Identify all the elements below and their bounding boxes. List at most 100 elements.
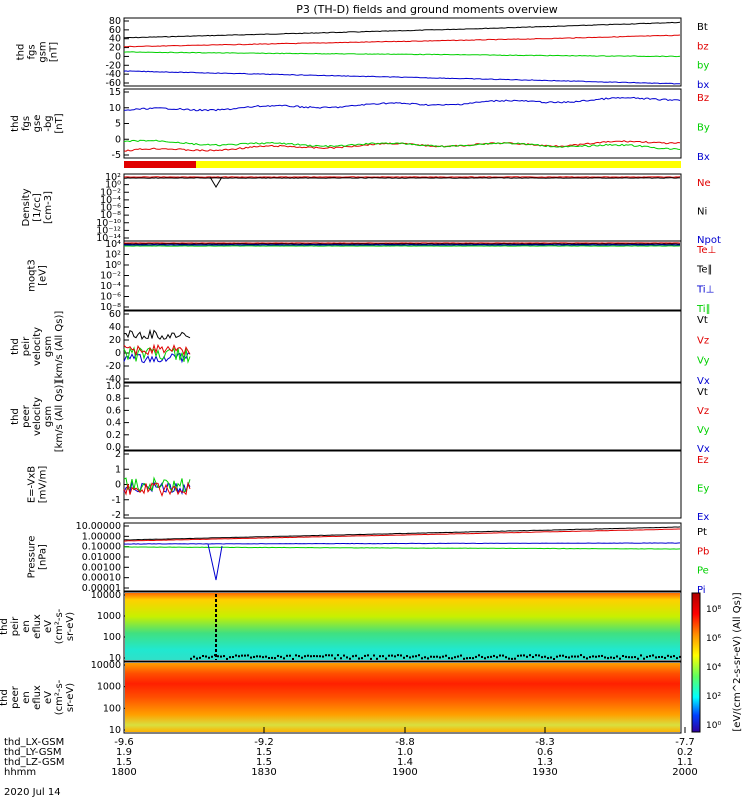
xaxis-value-3-0: 1800 <box>111 767 136 778</box>
spectrogram-noise <box>409 656 411 659</box>
spectrogram-noise <box>277 654 279 657</box>
ytick-label-density: 10⁻² <box>100 187 121 198</box>
ytick-label-peir-spec: 10 <box>109 653 121 664</box>
spectrogram-noise <box>229 656 231 659</box>
spectrogram-noise <box>217 655 219 658</box>
xaxis-value-2-0: 1.5 <box>116 757 132 768</box>
legend-fgs-dsl-2: Bx <box>697 152 710 163</box>
line-Pt <box>123 526 681 541</box>
spectrogram-noise <box>421 657 423 660</box>
spectrogram-noise <box>415 655 417 658</box>
ytick-label-density: 10⁰ <box>105 180 121 191</box>
legend-peir-vel-0: Vt <box>697 315 708 326</box>
legend-temp-1: Te∥ <box>696 265 713 276</box>
spectrogram-noise <box>307 654 309 657</box>
colorbar-tick-2: 10⁴ <box>706 663 721 673</box>
xaxis-value-0-0: -9.6 <box>114 737 134 748</box>
spectrogram-noise <box>316 655 318 658</box>
spectrogram-noise <box>202 655 204 658</box>
colorbar-scale <box>691 592 701 733</box>
xaxis-value-2-2: 1.4 <box>397 757 413 768</box>
pressure-dip <box>207 543 223 581</box>
spectrogram-noise <box>679 655 681 658</box>
ytick-label-temp: 10⁴ <box>105 239 121 250</box>
spectrogram-noise <box>274 657 276 660</box>
legend-pressure-2: Pe <box>697 566 709 577</box>
ytick-label-fgs-gsm: 0 <box>115 51 121 62</box>
ytick-label-peir-vel: 60 <box>109 309 121 320</box>
spectrogram-noise <box>466 657 468 660</box>
legend-efield-0: Ez <box>697 455 709 466</box>
ylabel-density: Density[1/cc][cm-3] <box>21 188 54 226</box>
spectrogram-noise <box>334 657 336 660</box>
spectrogram-noise <box>637 657 639 660</box>
ytick-label-density: 10⁻¹² <box>96 225 121 236</box>
spectrogram-noise <box>583 656 585 659</box>
spectrogram-noise <box>208 656 210 659</box>
ytick-label-efield: -1 <box>112 495 121 506</box>
ytick-label-peer-vel: 0.2 <box>106 430 121 441</box>
density-dip <box>209 176 223 188</box>
spectrogram-noise <box>355 654 357 657</box>
xaxis-label-3: hhmm <box>4 767 36 778</box>
quality-bar-flag <box>124 161 196 168</box>
frame-efield <box>123 450 682 519</box>
spectrogram-noise <box>310 655 312 658</box>
ytick-label-peer-spec: 1000 <box>97 682 121 693</box>
ytick-label-density: 10² <box>105 172 121 183</box>
spectrogram-noise <box>667 654 669 657</box>
spectrogram-noise <box>634 656 636 659</box>
legend-fgs-gsm-2: by <box>697 61 709 72</box>
spectrogram-noise <box>250 656 252 659</box>
spectrogram-noise <box>589 656 591 659</box>
line-bx <box>123 70 680 85</box>
legend-fgs-gsm-3: bx <box>697 80 709 91</box>
xaxis-value-2-4: 1.1 <box>677 757 693 768</box>
xaxis-date: 2020 Jul 14 <box>4 787 61 798</box>
spectrogram-noise <box>619 657 621 660</box>
spectrogram-noise <box>514 657 516 660</box>
xaxis-value-3-4: 2000 <box>672 767 697 778</box>
ytick-label-efield: 1 <box>115 464 121 475</box>
spectrogram-noise <box>463 657 465 660</box>
spectrogram-noise <box>460 654 462 657</box>
ytick-label-peer-vel: 0.4 <box>106 418 121 429</box>
xaxis-value-2-1: 1.5 <box>256 757 272 768</box>
ytick-label-density: 10⁻⁴ <box>100 195 121 206</box>
line-E1 <box>123 476 191 493</box>
spectrogram-noise <box>556 655 558 658</box>
ylabel-fgs-dsl: thdfgsgse-bg[nT] <box>10 113 65 133</box>
spectrogram-noise <box>661 655 663 658</box>
ytick-label-pressure: 0.00100 <box>82 562 121 573</box>
ytick-label-peer-vel: 0.8 <box>106 393 121 404</box>
spectrogram-noise <box>616 655 618 658</box>
xaxis-label-2: thd_LZ-GSM <box>4 757 65 768</box>
spectrogram-noise <box>211 655 213 658</box>
xaxis-value-3-1: 1830 <box>251 767 276 778</box>
legend-fgs-gsm-0: Bt <box>697 22 708 33</box>
frame-peer-spec <box>123 661 682 734</box>
legend-fgs-dsl-0: Bz <box>697 93 709 104</box>
xaxis-label-0: thd_LX-GSM <box>4 737 64 748</box>
ylabel-peir-spec: thdpeirenefluxeV(cm²-s-sr-eV) <box>0 608 76 644</box>
spectrogram-noise <box>490 655 492 658</box>
spectrogram-noise <box>235 654 237 657</box>
ytick-label-temp: 10⁻⁸ <box>100 302 121 313</box>
spectrogram-noise <box>397 654 399 657</box>
ytick-label-peir-spec: 1000 <box>97 611 121 622</box>
spectrogram-noise <box>268 657 270 660</box>
spectrogram-noise <box>538 654 540 657</box>
ylabel-peer-spec: thdpeerenefluxeV(cm²-s-sr-eV) <box>0 679 76 715</box>
spectrogram-noise <box>364 654 366 657</box>
legend-peir-vel-3: Vx <box>697 376 710 387</box>
spectrogram-noise <box>406 655 408 658</box>
legend-pressure-0: Pt <box>697 527 707 538</box>
spectrogram-noise <box>457 655 459 658</box>
spectrogram-noise <box>379 655 381 658</box>
line-Pb <box>123 528 680 542</box>
spectrogram-noise <box>262 656 264 659</box>
spectrogram-noise <box>454 656 456 659</box>
panel-fgs-dsl: thdfgsgse-bg[nT] 15 10 5 0 -5 Bz By Bx <box>10 87 710 163</box>
